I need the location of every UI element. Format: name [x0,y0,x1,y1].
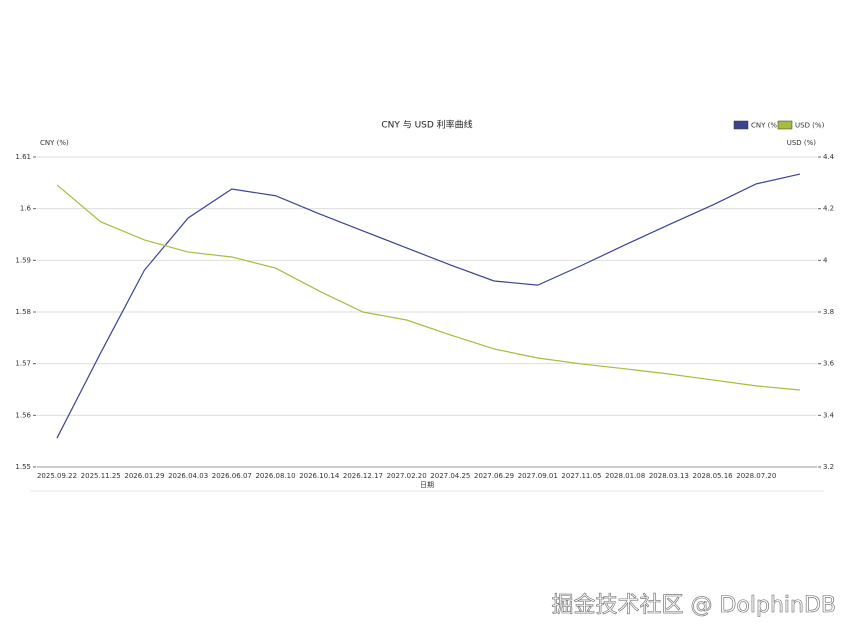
y2-tick-label: 4.2 [823,205,834,213]
watermark: 掘金技术社区 @ DolphinDB [552,593,837,618]
legend-label: CNY (%) [751,122,780,130]
x-tick-label: 2027.06.29 [474,472,514,480]
legend-swatch [777,120,793,130]
x-tick-label: 2025.09.22 [37,472,77,480]
x-tick-label: 2028.01.08 [605,472,645,480]
y-tick-label: 1.56 [15,411,31,419]
x-tick-label: 2026.10.14 [299,472,340,480]
y-tick-label: 1.55 [15,463,31,471]
y2-tick-label: 3.4 [823,411,835,419]
x-tick-label: 2026.08.10 [255,472,295,480]
x-tick-label: 2027.09.01 [518,472,558,480]
x-tick-label: 2026.01.29 [124,472,164,480]
y2-tick-label: 4 [823,256,828,264]
x-tick-label: 2027.02.20 [387,472,427,480]
chart-title: CNY 与 USD 利率曲线 [381,119,472,131]
x-tick-label: 2027.04.25 [430,472,470,480]
x-tick-label: 2028.03.13 [649,472,689,480]
y-tick-label: 1.59 [15,256,31,264]
x-tick-label: 2025.11.25 [81,472,121,480]
y2-tick-label: 3.6 [823,360,835,368]
y2-tick-label: 4.4 [823,153,835,161]
y2-tick-label: 3.8 [823,308,834,316]
series-line [56,184,801,391]
x-tick-label: 2026.12.17 [343,472,383,480]
series-line [56,173,801,439]
x-tick-label: 2027.11.05 [561,472,601,480]
legend-swatch [733,120,749,130]
x-tick-label: 2028.05.16 [693,472,734,480]
y2-tick-label: 3.2 [823,463,834,471]
y-tick-label: 1.57 [15,360,31,368]
x-axis-label: 日期 [420,481,434,489]
legend-label: USD (%) [795,122,825,130]
x-tick-label: 2026.04.03 [168,472,208,480]
y-axis-label: CNY (%) [40,139,69,147]
x-tick-label: 2028.07.20 [736,472,776,480]
y-tick-label: 1.6 [20,205,32,213]
x-tick-label: 2026.06.07 [212,472,252,480]
y2-axis-label: USD (%) [787,139,817,147]
y-tick-label: 1.58 [15,308,31,316]
y-tick-label: 1.61 [15,153,31,161]
